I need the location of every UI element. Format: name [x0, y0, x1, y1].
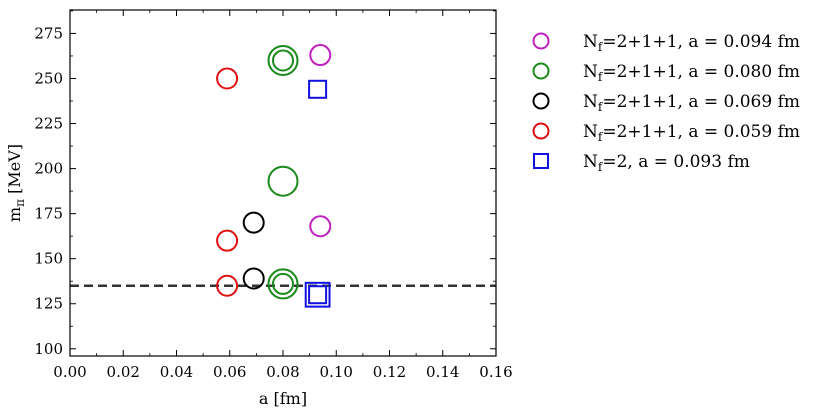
y-tick-label: 250: [34, 69, 63, 87]
y-tick-label: 175: [34, 205, 63, 223]
data-point-circle: [272, 272, 294, 295]
data-point-circle: [216, 229, 239, 252]
y-tick-label: 200: [34, 160, 63, 178]
data-point-circle: [272, 49, 294, 72]
y-axis: 100 125 150 175 200 225 250 275: [34, 10, 496, 358]
y-tick-label: 225: [34, 115, 63, 133]
y-axis-label: mπ [MeV]: [5, 144, 27, 222]
legend-marker-circle: [532, 62, 550, 80]
legend-entry-label: Nf=2+1+1, a = 0.080 fm: [583, 62, 800, 84]
data-point-square: [304, 281, 331, 308]
x-tick-label: 0.04: [160, 363, 193, 381]
data-point-square: [308, 285, 328, 305]
data-point-circle: [309, 44, 332, 67]
data-point-circle: [267, 44, 299, 76]
x-tick-label: 0.06: [213, 363, 246, 381]
y-axis-label-sub: π: [13, 199, 27, 207]
legend-marker-circle: [532, 92, 550, 110]
legend-entry-label: Nf=2+1+1, a = 0.069 fm: [583, 92, 800, 114]
legend-entry-label: Nf=2+1+1, a = 0.059 fm: [583, 122, 800, 144]
x-tick-label: 0.02: [107, 363, 140, 381]
plot-frame: [69, 9, 497, 357]
data-point-circle: [267, 268, 299, 300]
y-tick-label: 275: [34, 24, 63, 42]
x-tick-label: 0.12: [373, 363, 406, 381]
x-axis: 0.00 0.02 0.04 0.06 0.08 0.10 0.12 0.14 0.16: [53, 10, 513, 381]
y-axis-label-unit: [MeV]: [5, 144, 24, 199]
legend-entry-label: Nf=2, a = 0.093 fm: [583, 152, 750, 174]
data-point-circle: [242, 267, 265, 290]
data-point-circle: [242, 211, 265, 234]
x-tick-label: 0.16: [479, 363, 512, 381]
data-point-square: [308, 79, 328, 99]
data-point-circle: [216, 67, 239, 90]
x-axis-label: a [fm]: [259, 389, 307, 408]
y-tick-label: 125: [34, 295, 63, 313]
x-tick-label: 0.08: [266, 363, 299, 381]
data-points-layer: [216, 44, 332, 308]
data-point-circle: [267, 165, 299, 197]
legend-marker-circle: [532, 32, 550, 50]
data-point-circle: [216, 274, 239, 297]
y-tick-label: 150: [34, 250, 63, 268]
x-tick-label: 0.14: [426, 363, 459, 381]
legend-entry-label: Nf=2+1+1, a = 0.094 fm: [583, 32, 800, 54]
legend: Nf=2+1+1, a = 0.094 fm Nf=2+1+1, a = 0.08…: [532, 32, 800, 174]
legend-marker-circle: [532, 122, 550, 140]
y-tick-label: 100: [34, 340, 63, 358]
data-point-circle: [309, 215, 332, 238]
x-tick-label: 0.10: [320, 363, 353, 381]
y-axis-label-main: m: [5, 207, 24, 222]
x-tick-label: 0.00: [53, 363, 86, 381]
legend-marker-square: [533, 153, 549, 169]
